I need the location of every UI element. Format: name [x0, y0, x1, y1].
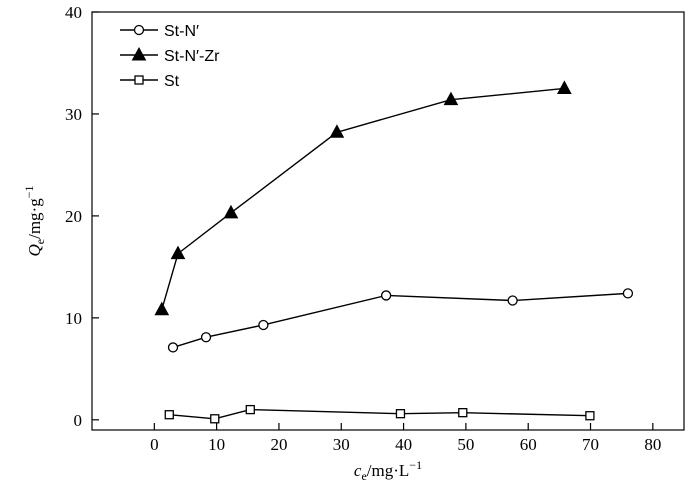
series-line: [161, 87, 565, 310]
y-tick-label: 0: [74, 411, 83, 430]
data-point: [164, 410, 174, 420]
y-tick-label: 30: [65, 105, 82, 124]
data-point: [507, 295, 518, 306]
series-2: [154, 80, 572, 316]
data-point: [167, 342, 179, 353]
data-point: [245, 404, 255, 415]
data-point: [170, 245, 186, 260]
data-point: [154, 301, 170, 316]
x-axis-unit: /mg·L: [367, 461, 410, 480]
legend-marker: [131, 46, 147, 61]
legend-item: St-N′: [120, 23, 199, 40]
y-tick-label: 10: [65, 309, 82, 328]
legend: St-N′ St-N′-Zr St: [120, 23, 220, 90]
x-tick-label: 40: [395, 435, 412, 454]
data-point: [258, 319, 269, 331]
y-axis-unit: /mg·g: [25, 198, 44, 239]
legend-label: St-N′: [164, 23, 199, 40]
series-line: [169, 408, 590, 420]
x-tick-label: 60: [520, 435, 537, 454]
x-tick-label: 0: [150, 435, 159, 454]
legend-label: St: [164, 73, 180, 90]
x-tick-label: 10: [208, 435, 225, 454]
series-layer: [154, 80, 634, 424]
y-tick-label: 20: [65, 207, 82, 226]
data-point: [200, 332, 212, 343]
legend-item: St-N′-Zr: [120, 46, 220, 65]
series-3: [164, 404, 595, 424]
data-point: [210, 414, 220, 424]
x-axis-label: ce/mg·L−1: [354, 458, 422, 483]
x-axis-sub: e: [361, 469, 366, 483]
data-point: [458, 408, 468, 418]
data-point: [380, 290, 392, 301]
x-axis-ticks: 0 10 20 30 40 50 60 70 80: [150, 423, 661, 454]
x-tick-label: 20: [270, 435, 287, 454]
x-axis-var: c: [354, 461, 362, 480]
data-point: [443, 91, 459, 106]
data-point: [557, 80, 572, 94]
data-point: [329, 124, 345, 138]
y-axis-sup: −1: [22, 186, 36, 199]
legend-item: St: [120, 73, 180, 90]
x-tick-label: 50: [457, 435, 474, 454]
x-axis-sup: −1: [409, 458, 422, 472]
x-tick-label: 30: [333, 435, 350, 454]
legend-marker: [133, 24, 145, 36]
y-axis-label: Qe/mg·g−1: [22, 186, 47, 257]
data-point: [622, 288, 634, 299]
data-point: [223, 204, 239, 219]
x-tick-label: 80: [644, 435, 661, 454]
y-axis-sub: e: [33, 239, 47, 244]
plot-frame: [91, 11, 685, 431]
series-line: [172, 292, 628, 349]
data-point: [395, 409, 406, 419]
y-tick-label: 40: [65, 3, 82, 22]
data-point: [585, 411, 595, 421]
legend-marker: [134, 75, 144, 85]
y-axis-ticks: 0 10 20 30 40: [65, 3, 99, 430]
series-1: [167, 288, 634, 353]
y-axis-var: Q: [25, 244, 44, 256]
x-tick-label: 70: [582, 435, 599, 454]
legend-label: St-N′-Zr: [164, 48, 220, 65]
